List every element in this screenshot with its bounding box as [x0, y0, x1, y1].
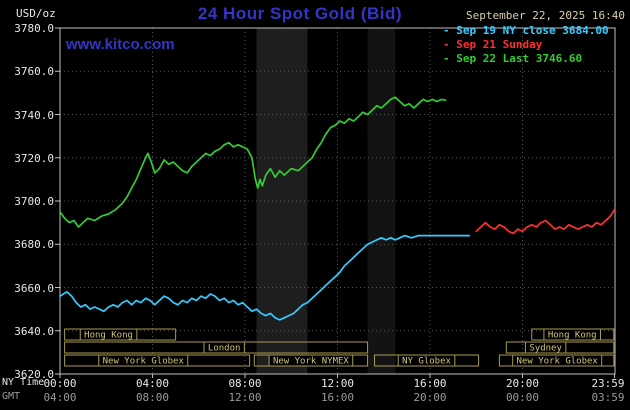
- x-tick-gmt-label: 16:00: [320, 391, 355, 404]
- session-label: Hong Kong: [548, 331, 597, 341]
- session-label: NY Globex: [402, 357, 451, 367]
- x-tick-ny-label: 12:00: [320, 377, 355, 390]
- y-tick-label: 3620.0: [14, 368, 54, 381]
- session-label: Hong Kong: [84, 331, 133, 341]
- x-tick-gmt-label: 12:00: [228, 391, 262, 404]
- price-line-cyan: [59, 234, 471, 321]
- x-tick-gmt-label: 03:59: [591, 391, 625, 404]
- price-line-green: [59, 96, 447, 228]
- gmt-axis-label: GMT: [2, 391, 21, 402]
- session-shade-band: [367, 28, 396, 374]
- y-tick-label: 3760.0: [14, 65, 54, 79]
- legend-item: - Sep 21 Sunday: [443, 38, 543, 51]
- session-label-box: [397, 354, 456, 367]
- y-tick-label: 3660.0: [14, 281, 54, 295]
- x-tick-gmt-label: 00:00: [505, 391, 540, 404]
- chart-title: 24 Hour Spot Gold (Bid): [197, 4, 403, 23]
- grid-lines: [60, 28, 615, 374]
- x-tick-gmt-label: 08:00: [135, 391, 170, 404]
- market-session-bars: Hong Kong Hong Kong London Sydney New York G…: [64, 328, 615, 367]
- y-tick-label: 3700.0: [14, 195, 54, 208]
- legend-item: - Sep 22 Last 3746.60: [443, 52, 583, 65]
- x-tick-gmt-label: 20:00: [413, 391, 447, 404]
- session-label-box: [79, 328, 138, 341]
- session-label-box: [98, 354, 189, 367]
- y-tick-label: 3640.0: [14, 324, 54, 338]
- session-label: Sydney: [529, 344, 562, 354]
- y-tick-label: 3780.0: [14, 22, 54, 35]
- session-shade-band: [256, 28, 308, 374]
- session-label: New York NYMEX: [273, 357, 349, 367]
- chart-legend: - Sep 19 NY close 3684.00- Sep 21 Sunday…: [443, 24, 609, 66]
- x-tick-ny-label: 20:00: [505, 377, 540, 390]
- x-tick-ny-label: 23:59: [591, 377, 625, 390]
- y-tick-label: 3680.0: [14, 238, 54, 252]
- price-line-red: [475, 208, 616, 235]
- session-label-box: [203, 341, 245, 354]
- chart-datetime: September 22, 2025 16:40: [466, 9, 625, 22]
- x-tick-ny-label: 00:00: [43, 377, 77, 390]
- session-label: New York Globex: [103, 357, 185, 367]
- x-tick-ny-label: 08:00: [228, 377, 262, 390]
- y-axis-units-label: USD/oz: [16, 7, 56, 20]
- session-label-box: [524, 341, 567, 354]
- kitco-watermark-link[interactable]: www.kitco.com: [66, 36, 175, 53]
- axis-ticks: [55, 27, 616, 378]
- session-label-box: [512, 354, 603, 367]
- y-tick-label: 3720.0: [14, 151, 54, 165]
- x-tick-gmt-label: 04:00: [43, 391, 77, 404]
- session-label-box: [268, 354, 354, 367]
- y-tick-label: 3740.0: [14, 108, 54, 122]
- ny-time-axis-label: NY Time: [2, 377, 45, 388]
- session-label-box: [543, 328, 602, 341]
- session-label: London: [208, 344, 241, 354]
- x-tick-ny-label: 04:00: [135, 377, 170, 390]
- session-label: New York Globex: [517, 357, 599, 367]
- x-tick-ny-label: 16:00: [413, 377, 447, 390]
- legend-item: - Sep 19 NY close 3684.00: [443, 24, 609, 37]
